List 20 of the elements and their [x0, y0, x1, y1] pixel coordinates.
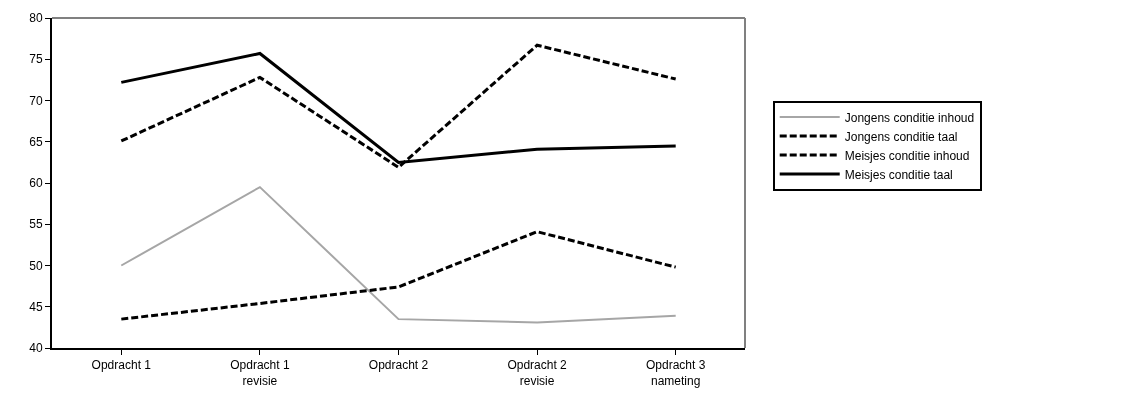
legend-label: Meisjes conditie taal [844, 167, 953, 182]
x-tick-label: Opdracht 1 [91, 358, 152, 373]
y-tick-label: 40 [29, 341, 43, 356]
legend-label: Jongens conditie inhoud [844, 110, 975, 125]
y-tick-label: 75 [29, 52, 43, 67]
y-tick-label: 70 [29, 93, 43, 108]
x-tick-label: Opdracht 2 [368, 358, 429, 373]
legend-label: Jongens conditie taal [844, 129, 958, 144]
x-tick-label: Opdracht 1 revisie [230, 358, 290, 388]
y-tick-label: 80 [29, 11, 43, 26]
y-tick-label: 55 [29, 217, 43, 232]
y-tick-label: 45 [29, 299, 43, 314]
y-tick-label: 65 [29, 134, 43, 149]
x-tick-label: Opdracht 3 nameting [646, 358, 706, 388]
y-tick-label: 60 [29, 176, 43, 191]
line-series [119, 230, 678, 321]
legend-label: Meisjes conditie inhoud [844, 148, 970, 163]
x-tick-label: Opdracht 2 revisie [507, 358, 568, 388]
line-series [120, 186, 677, 324]
y-tick-label: 50 [29, 258, 43, 273]
